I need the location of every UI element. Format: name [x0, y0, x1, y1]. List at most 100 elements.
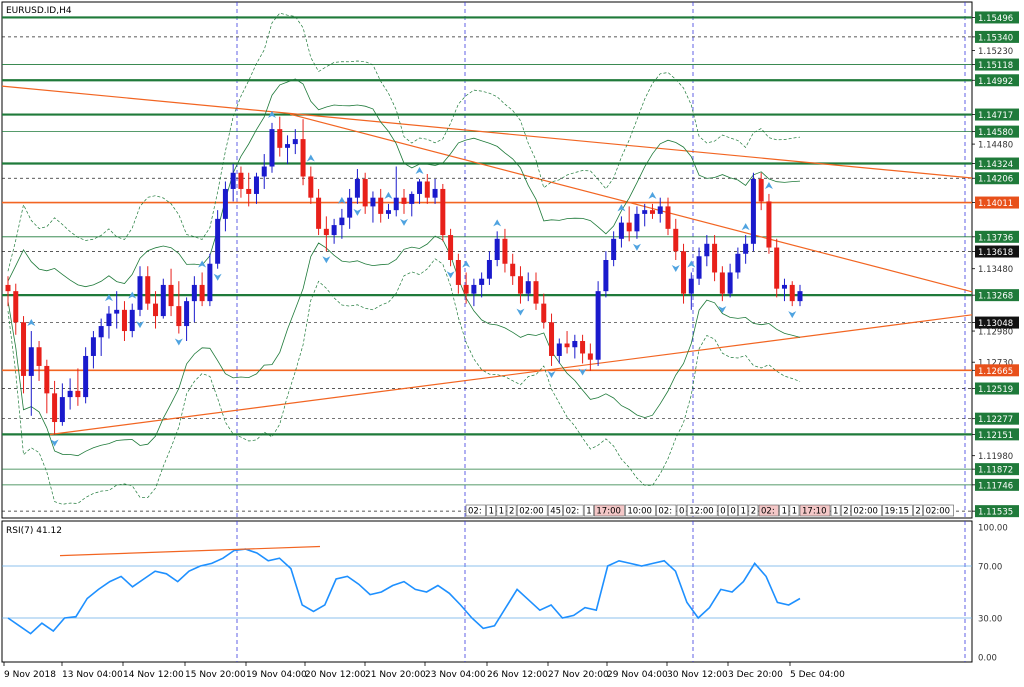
rsi-trendline — [59, 545, 321, 557]
candle-body — [797, 291, 803, 302]
session-tag: 0 — [679, 507, 684, 517]
candle-body — [657, 206, 663, 214]
candle-body — [618, 222, 624, 239]
candle-body — [494, 238, 500, 260]
session-tag: 2 — [509, 507, 514, 517]
candle-body — [191, 284, 197, 302]
bollinger-band — [7, 78, 801, 288]
candle-body — [238, 172, 244, 189]
price-label: 1.13736 — [978, 233, 1013, 243]
candle-body — [316, 197, 322, 229]
session-tag-box — [779, 504, 790, 517]
candle-body — [789, 284, 795, 302]
main-plot-frame — [1, 1, 973, 519]
session-tag: 1 — [586, 507, 591, 517]
rsi-axis-label: 0.00 — [978, 654, 997, 664]
candle-body — [67, 390, 73, 398]
price-label: 1.12730 — [978, 359, 1013, 369]
session-tag: 02:00 — [519, 507, 544, 517]
price-label-box — [975, 382, 1019, 395]
time-label: 15 Nov 20:00 — [185, 670, 246, 680]
fractal-up-arrow — [648, 191, 657, 199]
price-label: 1.13480 — [978, 265, 1013, 275]
candle-body — [339, 217, 345, 226]
session-tag: 1 — [782, 507, 787, 517]
session-tag: 02: — [658, 507, 672, 517]
session-tag-box — [728, 504, 738, 517]
price-label-box — [975, 428, 1019, 441]
session-tag-box — [583, 504, 594, 517]
price-label: 1.12277 — [978, 415, 1013, 425]
price-label: 1.15496 — [978, 14, 1013, 24]
support-trendline — [49, 314, 973, 436]
candle-body — [13, 291, 19, 323]
session-tag-box — [625, 504, 656, 517]
session-tag: 1 — [741, 507, 746, 517]
candle-body — [781, 284, 787, 289]
price-label: 1.13618 — [978, 248, 1013, 258]
session-tag: 2 — [843, 507, 848, 517]
session-tag-box — [676, 504, 687, 517]
candle-body — [331, 225, 337, 236]
price-label: 1.12519 — [978, 385, 1013, 395]
session-tag-box — [717, 504, 728, 517]
fractal-up-arrow — [128, 291, 137, 299]
bollinger-band-outer — [7, 258, 801, 505]
candle-body — [517, 276, 523, 294]
session-tag: 19:15 — [884, 507, 909, 517]
candle-body — [595, 291, 601, 360]
session-tag: 02:00 — [853, 507, 878, 517]
session-tag: 2 — [915, 507, 920, 517]
candle-body — [727, 272, 733, 294]
candle-body — [626, 222, 632, 232]
session-tag: 0 — [730, 507, 735, 517]
candle-body — [160, 284, 166, 317]
price-label-box — [975, 157, 1019, 170]
candle-body — [184, 301, 190, 327]
session-tag: 02: — [566, 507, 580, 517]
candle-body — [502, 238, 508, 264]
session-tag-box — [738, 504, 749, 517]
candle-body — [587, 353, 593, 360]
candle-body — [479, 278, 485, 285]
rsi-axis-label: 30.00 — [978, 615, 1002, 625]
price-label-box — [975, 505, 1019, 518]
price-label: 1.12980 — [978, 328, 1013, 338]
session-tag-box — [748, 504, 759, 517]
price-label-box — [975, 289, 1019, 302]
price-label-box — [975, 364, 1019, 377]
fractal-up-arrow — [306, 154, 315, 162]
session-tag-box — [594, 504, 625, 517]
candle-body — [300, 139, 306, 177]
fractal-down-arrow — [632, 243, 641, 251]
candle-body — [417, 181, 423, 194]
candle-body — [642, 210, 648, 214]
candle-body — [153, 303, 159, 317]
candle-body — [308, 176, 314, 198]
session-tag-box — [656, 504, 677, 517]
price-label: 1.14580 — [978, 128, 1013, 138]
price-label-box — [975, 74, 1019, 87]
fractal-down-arrow — [718, 306, 727, 314]
session-tag-box — [547, 504, 563, 517]
candle-body — [665, 206, 671, 229]
price-label: 1.14480 — [978, 141, 1013, 151]
time-label: 23 Nov 04:00 — [425, 670, 486, 680]
candle-body — [463, 284, 469, 294]
price-label: 1.13268 — [978, 292, 1013, 302]
fractal-up-arrow — [337, 196, 346, 204]
price-label: 1.15340 — [978, 33, 1013, 43]
candle-body — [704, 243, 710, 257]
price-label-box — [975, 196, 1019, 209]
session-tag: 1 — [499, 507, 504, 517]
price-label: 1.15230 — [978, 47, 1013, 57]
session-tag: 1 — [833, 507, 838, 517]
session-tag: 2 — [751, 507, 756, 517]
resistance-trendline — [1, 85, 973, 179]
candle-body — [292, 139, 298, 145]
price-label: 1.14717 — [978, 111, 1013, 121]
time-label: 5 Dec 04:00 — [790, 670, 845, 680]
candle-body — [525, 281, 531, 294]
